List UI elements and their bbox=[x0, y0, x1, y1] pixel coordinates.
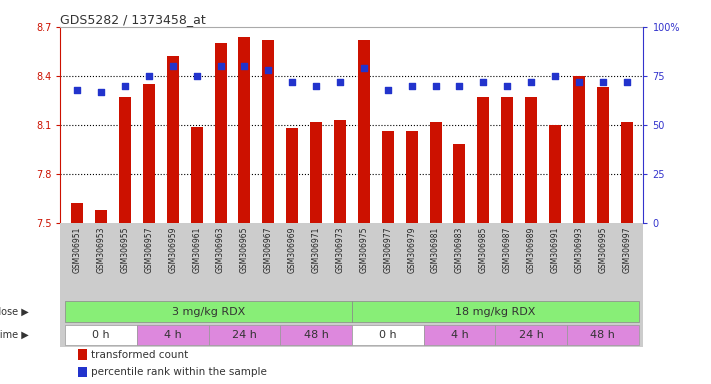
Bar bbox=[65, 301, 352, 322]
Text: GSM306997: GSM306997 bbox=[622, 227, 631, 273]
Point bbox=[119, 83, 131, 89]
Text: GSM306965: GSM306965 bbox=[240, 227, 249, 273]
Text: 0 h: 0 h bbox=[379, 330, 397, 340]
Point bbox=[239, 63, 250, 69]
Point bbox=[501, 83, 513, 89]
Text: 4 h: 4 h bbox=[164, 330, 181, 340]
Point bbox=[72, 86, 83, 93]
Bar bbox=[406, 131, 417, 223]
Text: GDS5282 / 1373458_at: GDS5282 / 1373458_at bbox=[60, 13, 206, 26]
Bar bbox=[95, 210, 107, 223]
Bar bbox=[65, 324, 137, 346]
Bar bbox=[352, 301, 638, 322]
Bar bbox=[454, 144, 466, 223]
Text: time ▶: time ▶ bbox=[0, 330, 28, 340]
Text: dose ▶: dose ▶ bbox=[0, 307, 28, 317]
Text: 24 h: 24 h bbox=[519, 330, 544, 340]
Text: GSM306995: GSM306995 bbox=[599, 227, 607, 273]
Point bbox=[621, 79, 632, 85]
Bar bbox=[501, 97, 513, 223]
Bar bbox=[382, 131, 394, 223]
Bar bbox=[78, 349, 87, 360]
Bar bbox=[167, 56, 178, 223]
Text: GSM306989: GSM306989 bbox=[527, 227, 535, 273]
Text: GSM306991: GSM306991 bbox=[550, 227, 560, 273]
Text: GSM306973: GSM306973 bbox=[336, 227, 345, 273]
Text: GSM306969: GSM306969 bbox=[288, 227, 296, 273]
Bar bbox=[621, 122, 633, 223]
Bar bbox=[71, 203, 83, 223]
Text: GSM306959: GSM306959 bbox=[169, 227, 177, 273]
Text: 3 mg/kg RDX: 3 mg/kg RDX bbox=[172, 307, 245, 317]
Text: 48 h: 48 h bbox=[304, 330, 328, 340]
Bar bbox=[573, 76, 585, 223]
Bar bbox=[424, 324, 496, 346]
Bar bbox=[208, 324, 280, 346]
Point bbox=[334, 79, 346, 85]
Point bbox=[382, 86, 393, 93]
Point bbox=[454, 83, 465, 89]
Text: 48 h: 48 h bbox=[590, 330, 615, 340]
Bar bbox=[137, 324, 208, 346]
Point bbox=[215, 63, 226, 69]
Bar bbox=[477, 97, 489, 223]
Bar bbox=[352, 324, 424, 346]
Point bbox=[191, 73, 203, 79]
Text: percentile rank within the sample: percentile rank within the sample bbox=[91, 367, 267, 377]
Point bbox=[358, 65, 370, 71]
Bar bbox=[358, 40, 370, 223]
Bar bbox=[549, 125, 561, 223]
Bar bbox=[525, 97, 537, 223]
Text: GSM306961: GSM306961 bbox=[192, 227, 201, 273]
Bar bbox=[334, 120, 346, 223]
Point bbox=[95, 88, 107, 94]
Point bbox=[167, 63, 178, 69]
Point bbox=[597, 79, 609, 85]
Bar bbox=[143, 84, 155, 223]
Point bbox=[573, 79, 584, 85]
Point bbox=[525, 79, 537, 85]
Text: GSM306993: GSM306993 bbox=[574, 227, 584, 273]
Text: GSM306987: GSM306987 bbox=[503, 227, 512, 273]
Text: GSM306981: GSM306981 bbox=[431, 227, 440, 273]
Point bbox=[430, 83, 442, 89]
Bar bbox=[78, 367, 87, 377]
Bar bbox=[310, 122, 322, 223]
Point bbox=[406, 83, 417, 89]
Bar bbox=[496, 324, 567, 346]
Text: GSM306951: GSM306951 bbox=[73, 227, 82, 273]
Bar bbox=[215, 43, 227, 223]
Text: GSM306967: GSM306967 bbox=[264, 227, 273, 273]
Text: 18 mg/kg RDX: 18 mg/kg RDX bbox=[455, 307, 535, 317]
Bar bbox=[567, 324, 638, 346]
Text: GSM306957: GSM306957 bbox=[144, 227, 154, 273]
Text: GSM306979: GSM306979 bbox=[407, 227, 416, 273]
Point bbox=[262, 67, 274, 73]
Text: GSM306977: GSM306977 bbox=[383, 227, 392, 273]
Bar bbox=[191, 126, 203, 223]
Bar bbox=[429, 122, 442, 223]
Text: GSM306983: GSM306983 bbox=[455, 227, 464, 273]
Bar bbox=[280, 324, 352, 346]
Point bbox=[287, 79, 298, 85]
Text: GSM306955: GSM306955 bbox=[120, 227, 129, 273]
Text: 4 h: 4 h bbox=[451, 330, 469, 340]
Point bbox=[478, 79, 489, 85]
Text: GSM306963: GSM306963 bbox=[216, 227, 225, 273]
Text: GSM306971: GSM306971 bbox=[311, 227, 321, 273]
Text: 24 h: 24 h bbox=[232, 330, 257, 340]
Text: GSM306975: GSM306975 bbox=[359, 227, 368, 273]
Bar bbox=[238, 37, 250, 223]
Point bbox=[143, 73, 154, 79]
Point bbox=[550, 73, 561, 79]
Bar bbox=[597, 87, 609, 223]
Bar bbox=[287, 128, 298, 223]
Text: GSM306985: GSM306985 bbox=[479, 227, 488, 273]
Text: transformed count: transformed count bbox=[91, 350, 188, 360]
Bar bbox=[119, 97, 131, 223]
Text: GSM306953: GSM306953 bbox=[97, 227, 105, 273]
Bar bbox=[262, 40, 274, 223]
Text: 0 h: 0 h bbox=[92, 330, 110, 340]
Point bbox=[311, 83, 322, 89]
